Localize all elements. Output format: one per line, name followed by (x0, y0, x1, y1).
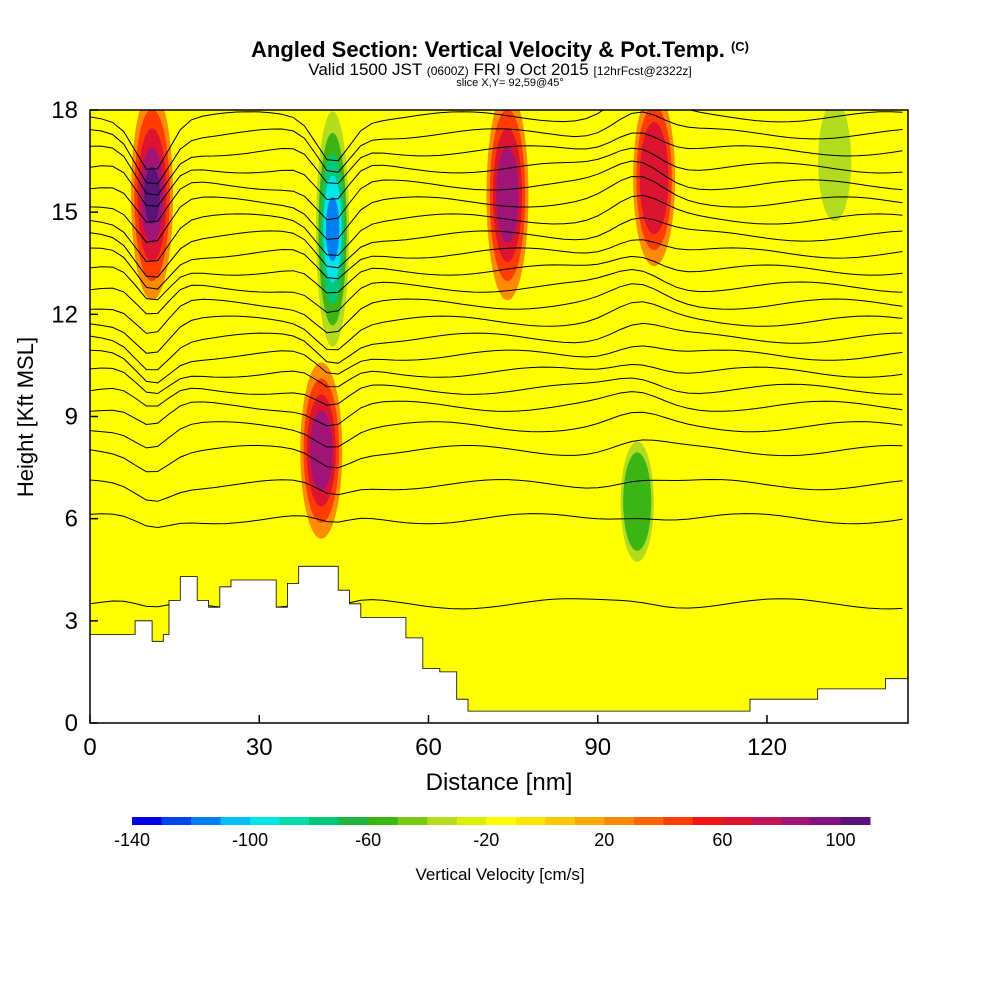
chart-title-text: Angled Section: Vertical Velocity & Pot.… (251, 37, 725, 62)
theta-contour-21 (90, 111, 903, 185)
theta-contour-20 (90, 132, 903, 196)
colorbar-swatch-1 (161, 817, 192, 825)
theta-contour-17 (90, 175, 903, 243)
downdraft-0-level-5 (325, 197, 340, 262)
colorbar-tick-label-3: -20 (473, 830, 499, 850)
colorbar-swatch-11 (456, 817, 487, 825)
colorbar-swatch-12 (486, 817, 517, 825)
terrain-edge (89, 565, 909, 724)
y-tick-label-6: 18 (51, 97, 78, 124)
colorbar-swatch-23 (811, 817, 841, 825)
y-tick-label-1: 3 (65, 608, 78, 635)
theta-contour-6 (90, 377, 903, 407)
theta-contour-2 (90, 478, 903, 502)
colorbar-tick-label-6: 100 (825, 830, 855, 850)
x-tick-label-4: 120 (747, 734, 787, 761)
theta-contour-14 (90, 239, 903, 290)
x-axis-label: Distance [nm] (426, 769, 573, 796)
slice-label: slice X,Y= 92,59@45° (456, 77, 564, 89)
colorbar-label: Vertical Velocity [cm/s] (415, 865, 584, 884)
theta-contour-4 (90, 411, 903, 449)
theta-contour-13 (90, 255, 903, 301)
x-tick-label-1: 30 (246, 734, 273, 761)
colorbar-swatch-18 (663, 817, 694, 825)
updraft-2-level-3 (496, 147, 519, 243)
y-tick-label-4: 12 (51, 301, 78, 328)
theta-contour-5 (90, 391, 903, 427)
subtitle-fcst: [12hrFcst@2322z] (593, 64, 692, 78)
colorbar-swatch-9 (397, 817, 428, 825)
theta-contour-19 (90, 147, 903, 207)
theta-contour-12 (90, 268, 903, 315)
colorbar-swatch-4 (250, 817, 281, 825)
velocity-field (131, 110, 854, 573)
colorbar-swatch-8 (368, 817, 399, 825)
colorbar-tick-label-5: 60 (712, 830, 732, 850)
y-axis: 0 3 6 9 12 15 18 (51, 97, 98, 737)
colorbar-tick-label-0: -140 (114, 830, 150, 850)
colorbar-swatch-3 (220, 817, 251, 825)
colorbar-swatch-21 (751, 817, 782, 825)
x-tick-label-3: 90 (584, 734, 611, 761)
downdraft-2-level-1 (818, 110, 852, 222)
colorbar-swatch-16 (604, 817, 635, 825)
chart-title: Angled Section: Vertical Velocity & Pot.… (0, 37, 1000, 63)
colorbar: -140 -100 -60 -20 20 60 100 (114, 817, 871, 850)
downdraft-1-level-2 (623, 452, 652, 551)
theta-contour-15 (90, 217, 903, 278)
x-tick-label-2: 60 (415, 734, 442, 761)
colorbar-swatch-6 (309, 817, 340, 825)
theta-contour-18 (90, 160, 903, 223)
colorbar-tick-label-1: -100 (232, 830, 268, 850)
updraft-0-level-4 (144, 166, 160, 224)
theta-contour-9 (90, 322, 903, 371)
x-axis: 0 30 60 90 120 (83, 715, 787, 761)
theta-contour-16 (90, 194, 903, 263)
colorbar-swatch-22 (781, 817, 812, 825)
colorbar-swatch-17 (633, 817, 664, 825)
colorbar-swatch-24 (840, 817, 871, 825)
subtitle-valid: Valid 1500 JST (308, 60, 422, 79)
colorbar-swatch-10 (427, 817, 458, 825)
terrain (90, 566, 908, 723)
x-tick-label-0: 0 (83, 734, 96, 761)
y-tick-label-5: 15 (51, 199, 78, 226)
y-tick-label-3: 9 (65, 404, 78, 431)
theta-contour-3 (90, 439, 903, 473)
y-axis-label: Height [Kft MSL] (13, 337, 38, 497)
chart-title-tag: (C) (730, 39, 749, 54)
colorbar-swatch-2 (191, 817, 221, 825)
colorbar-swatch-13 (515, 817, 546, 825)
colorbar-swatch-19 (692, 817, 723, 825)
colorbar-swatch-5 (279, 817, 310, 825)
colorbar-swatch-15 (574, 817, 605, 825)
colorbar-swatch-7 (338, 817, 369, 825)
theta-contour-7 (90, 363, 903, 395)
colorbar-swatch-0 (132, 817, 162, 825)
theta-contour-10 (90, 301, 903, 354)
y-tick-label-0: 0 (65, 710, 78, 737)
theta-contour-1 (90, 513, 903, 529)
updraft-1-level-3 (310, 410, 333, 491)
theta-contour-22 (90, 110, 903, 170)
subtitle-date: FRI 9 Oct 2015 (473, 60, 589, 79)
colorbar-swatch-14 (545, 817, 576, 825)
updraft-3-level-2 (639, 122, 669, 235)
colorbar-tick-label-2: -60 (355, 830, 381, 850)
theta-contour-8 (90, 345, 903, 384)
y-tick-label-2: 6 (65, 506, 78, 533)
chart-subtitle: Valid 1500 JST (0600Z) FRI 9 Oct 2015 [1… (0, 60, 1000, 80)
subtitle-zulu: (0600Z) (426, 64, 469, 78)
theta-contour-11 (90, 283, 903, 334)
colorbar-swatch-20 (722, 817, 753, 825)
colorbar-tick-label-4: 20 (594, 830, 614, 850)
